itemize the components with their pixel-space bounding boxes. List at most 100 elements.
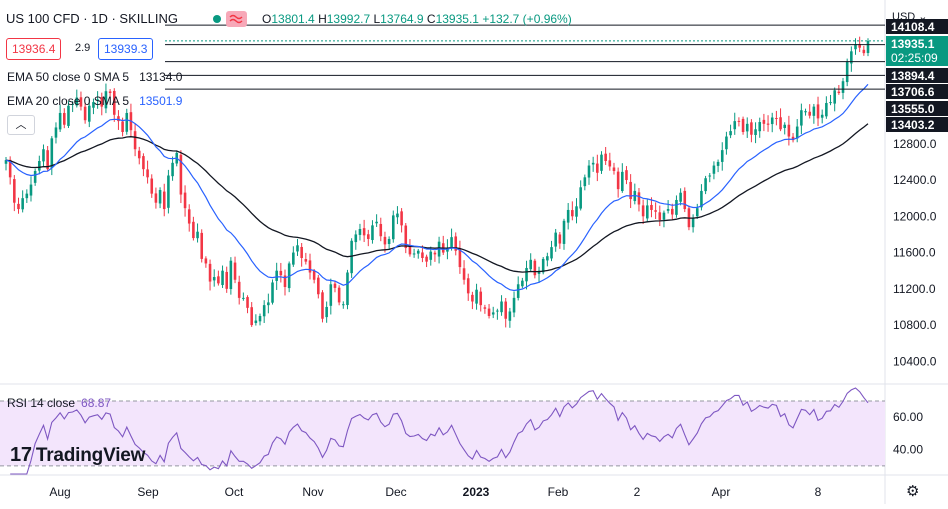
tradingview-logo-icon: 17 (10, 444, 32, 466)
ema20-label: EMA 20 close 0 SMA 5 (7, 94, 130, 108)
open-value: 13801.4 (271, 12, 315, 26)
high-label: H (318, 12, 327, 26)
candle-body (812, 106, 816, 116)
candle-body (342, 304, 345, 306)
x-tick-label: 2023 (463, 485, 490, 499)
buy-button[interactable]: 13939.3 (98, 38, 154, 60)
ema20-value: 13501.9 (139, 94, 183, 108)
candle-body (408, 246, 412, 255)
price-level-tag (886, 117, 948, 132)
y-tick-label: 11200.0 (893, 282, 936, 296)
candle-body (350, 240, 353, 274)
candle-body (558, 234, 562, 244)
rsi-line (10, 387, 869, 475)
candle-body (491, 312, 495, 315)
rsi-legend[interactable]: RSI 14 close 68.87 (7, 396, 111, 410)
candle-body (471, 294, 474, 302)
candle-body (825, 102, 828, 117)
candle-body (58, 112, 62, 130)
candle-body (283, 275, 287, 288)
candle-body (200, 232, 204, 259)
candle-body (362, 228, 366, 236)
currency-selector[interactable]: USD ⌄ (892, 10, 928, 23)
candle-body (158, 190, 162, 204)
candle-body (391, 215, 395, 240)
candle-body (704, 178, 707, 192)
candle-body (179, 154, 183, 195)
ohlc-values: O13801.4 H13992.7 L13764.9 C13935.1 +132… (262, 12, 572, 26)
candle-body (521, 280, 524, 287)
candle-body (67, 105, 70, 126)
candle-body (38, 161, 41, 171)
candle-body (250, 307, 253, 326)
collapse-legend-button[interactable]: ︿ (7, 115, 35, 135)
candle-body (604, 153, 607, 162)
open-label: O (262, 12, 272, 26)
candle-body (795, 126, 799, 139)
candle-body (525, 267, 528, 282)
logo-text: TradingView (35, 445, 146, 466)
candle-body (854, 44, 857, 50)
candle-body (596, 163, 599, 173)
change-value: +132.7 (+0.96%) (482, 12, 572, 26)
candle-body (183, 192, 187, 209)
candle-body (621, 171, 624, 192)
candle-body (691, 218, 695, 228)
price-level-tag (886, 84, 948, 99)
candle-body (600, 154, 603, 171)
candle-body (504, 301, 508, 319)
chevron-down-icon: ⌄ (918, 11, 928, 23)
sell-button[interactable]: 13936.4 (6, 38, 62, 60)
symbol-title[interactable]: US 100 CFD · 1D · SKILLING (6, 11, 178, 26)
candle-body (262, 305, 266, 317)
market-status-icon[interactable] (209, 11, 249, 27)
candle-body (641, 205, 645, 217)
candle-body (837, 91, 841, 94)
candle-body (317, 277, 320, 295)
candle-body (546, 256, 549, 261)
candle-body (804, 111, 807, 113)
candle-body (92, 102, 95, 108)
candle-body (529, 259, 532, 270)
ema50-legend[interactable]: EMA 50 close 0 SMA 5 13134.0 (7, 70, 182, 84)
x-tick-label: 2 (634, 485, 641, 499)
candle-body (666, 209, 670, 211)
candle-body (237, 281, 241, 298)
price-level-label: 13935.1 (891, 37, 935, 51)
candle-body (695, 208, 699, 217)
candle-body (658, 212, 662, 220)
ema20-legend[interactable]: EMA 20 close 0 SMA 5 13501.9 (7, 94, 182, 108)
candle-body (279, 270, 283, 276)
tradingview-logo[interactable]: 17 TradingView (10, 444, 145, 467)
candle-body (50, 138, 54, 168)
candle-body (296, 245, 299, 252)
candle-body (783, 124, 787, 129)
candle-body (479, 291, 483, 306)
x-tick-label: Aug (49, 485, 70, 499)
price-level-tag (886, 68, 948, 83)
ema50-label: EMA 50 close 0 SMA 5 (7, 70, 130, 84)
gear-icon[interactable]: ⚙ (906, 483, 920, 500)
candle-body (42, 149, 45, 162)
candle-body (54, 127, 58, 138)
candle-body (729, 131, 732, 136)
candle-body (162, 191, 166, 210)
candle-body (233, 262, 237, 280)
candle-body (845, 61, 849, 83)
candle-body (242, 297, 245, 299)
ema20-line (5, 83, 869, 292)
candle-body (96, 99, 99, 101)
price-level-tag (886, 36, 948, 66)
candle-body (329, 284, 333, 306)
candle-body (454, 236, 458, 251)
candle-body (4, 160, 8, 164)
candle-body (346, 272, 349, 306)
candle-body (766, 123, 770, 125)
rsi-value: 68.87 (81, 396, 112, 410)
candle-body (8, 159, 12, 178)
candle-body (412, 253, 416, 255)
candle-body (366, 234, 370, 239)
candle-body (571, 210, 574, 217)
